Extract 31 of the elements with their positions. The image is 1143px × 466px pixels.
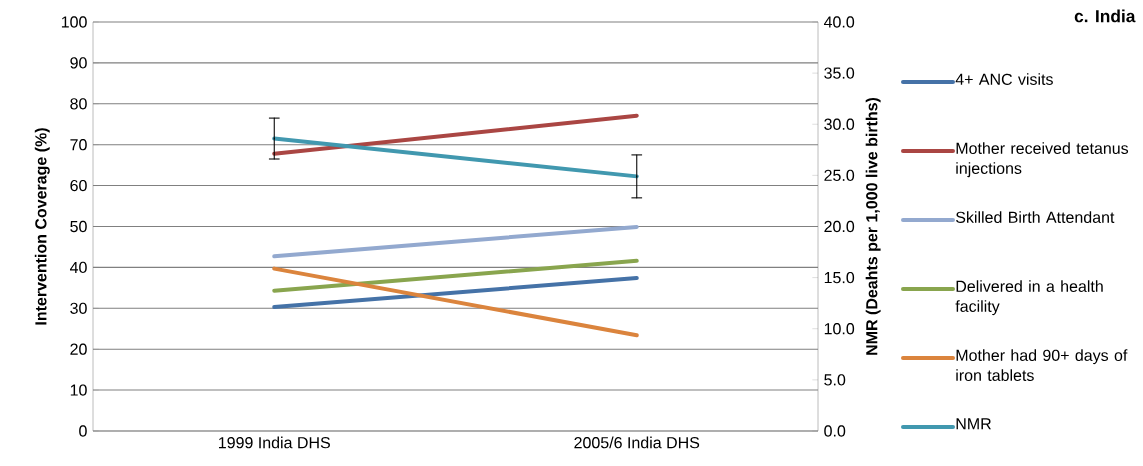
legend-label: NMR (956, 418, 991, 430)
y-tick-label: 90 (70, 57, 87, 69)
y2-tick-label: 30.0 (824, 118, 855, 130)
y-tick-label: 40 (69, 261, 87, 274)
y2-tick-label: 35.0 (824, 67, 855, 79)
y-tick-label: 20 (70, 343, 87, 355)
y2-tick-label: 5.0 (824, 374, 846, 386)
text: c. India (1074, 9, 1136, 23)
y-tick-label: 60 (70, 179, 87, 192)
y2-tick-label: 10.0 (824, 323, 855, 335)
y-tick-label: 30 (70, 302, 87, 314)
y2-tick-label: 25.0 (824, 169, 855, 182)
x-tick-label: 1999 India DHS (218, 436, 330, 449)
legend-label: Mother received tetanus injections (956, 142, 1129, 178)
y-tick-label: 100 (61, 16, 87, 28)
legend-label: Mother had 90+ days of iron tablets (956, 349, 1128, 381)
y2-tick-label: 40.0 (823, 16, 855, 28)
y-tick-label: 70 (70, 139, 87, 151)
legend-label: 4+ ANC visits (955, 73, 1053, 85)
y2-tick-label: 15.0 (824, 271, 855, 284)
y2-axis-title: NMR (Deahts per 1,000 live births) (865, 97, 881, 355)
legend-label: Delivered in a health facility (955, 280, 1103, 316)
y-tick-label: 10 (70, 384, 87, 396)
y-tick-label: 0 (79, 425, 87, 437)
y2-tick-label: 20.0 (824, 220, 855, 233)
x-tick-label: 2005/6 India DHS (574, 436, 700, 449)
y-tick-label: 80 (70, 98, 87, 110)
y-tick-label: 50 (70, 220, 87, 233)
legend-label: Skilled Birth Attendant (956, 211, 1115, 223)
y2-tick-label: 0.0 (824, 425, 846, 437)
y-axis-title: Intervention Coverage (%) (34, 128, 50, 325)
